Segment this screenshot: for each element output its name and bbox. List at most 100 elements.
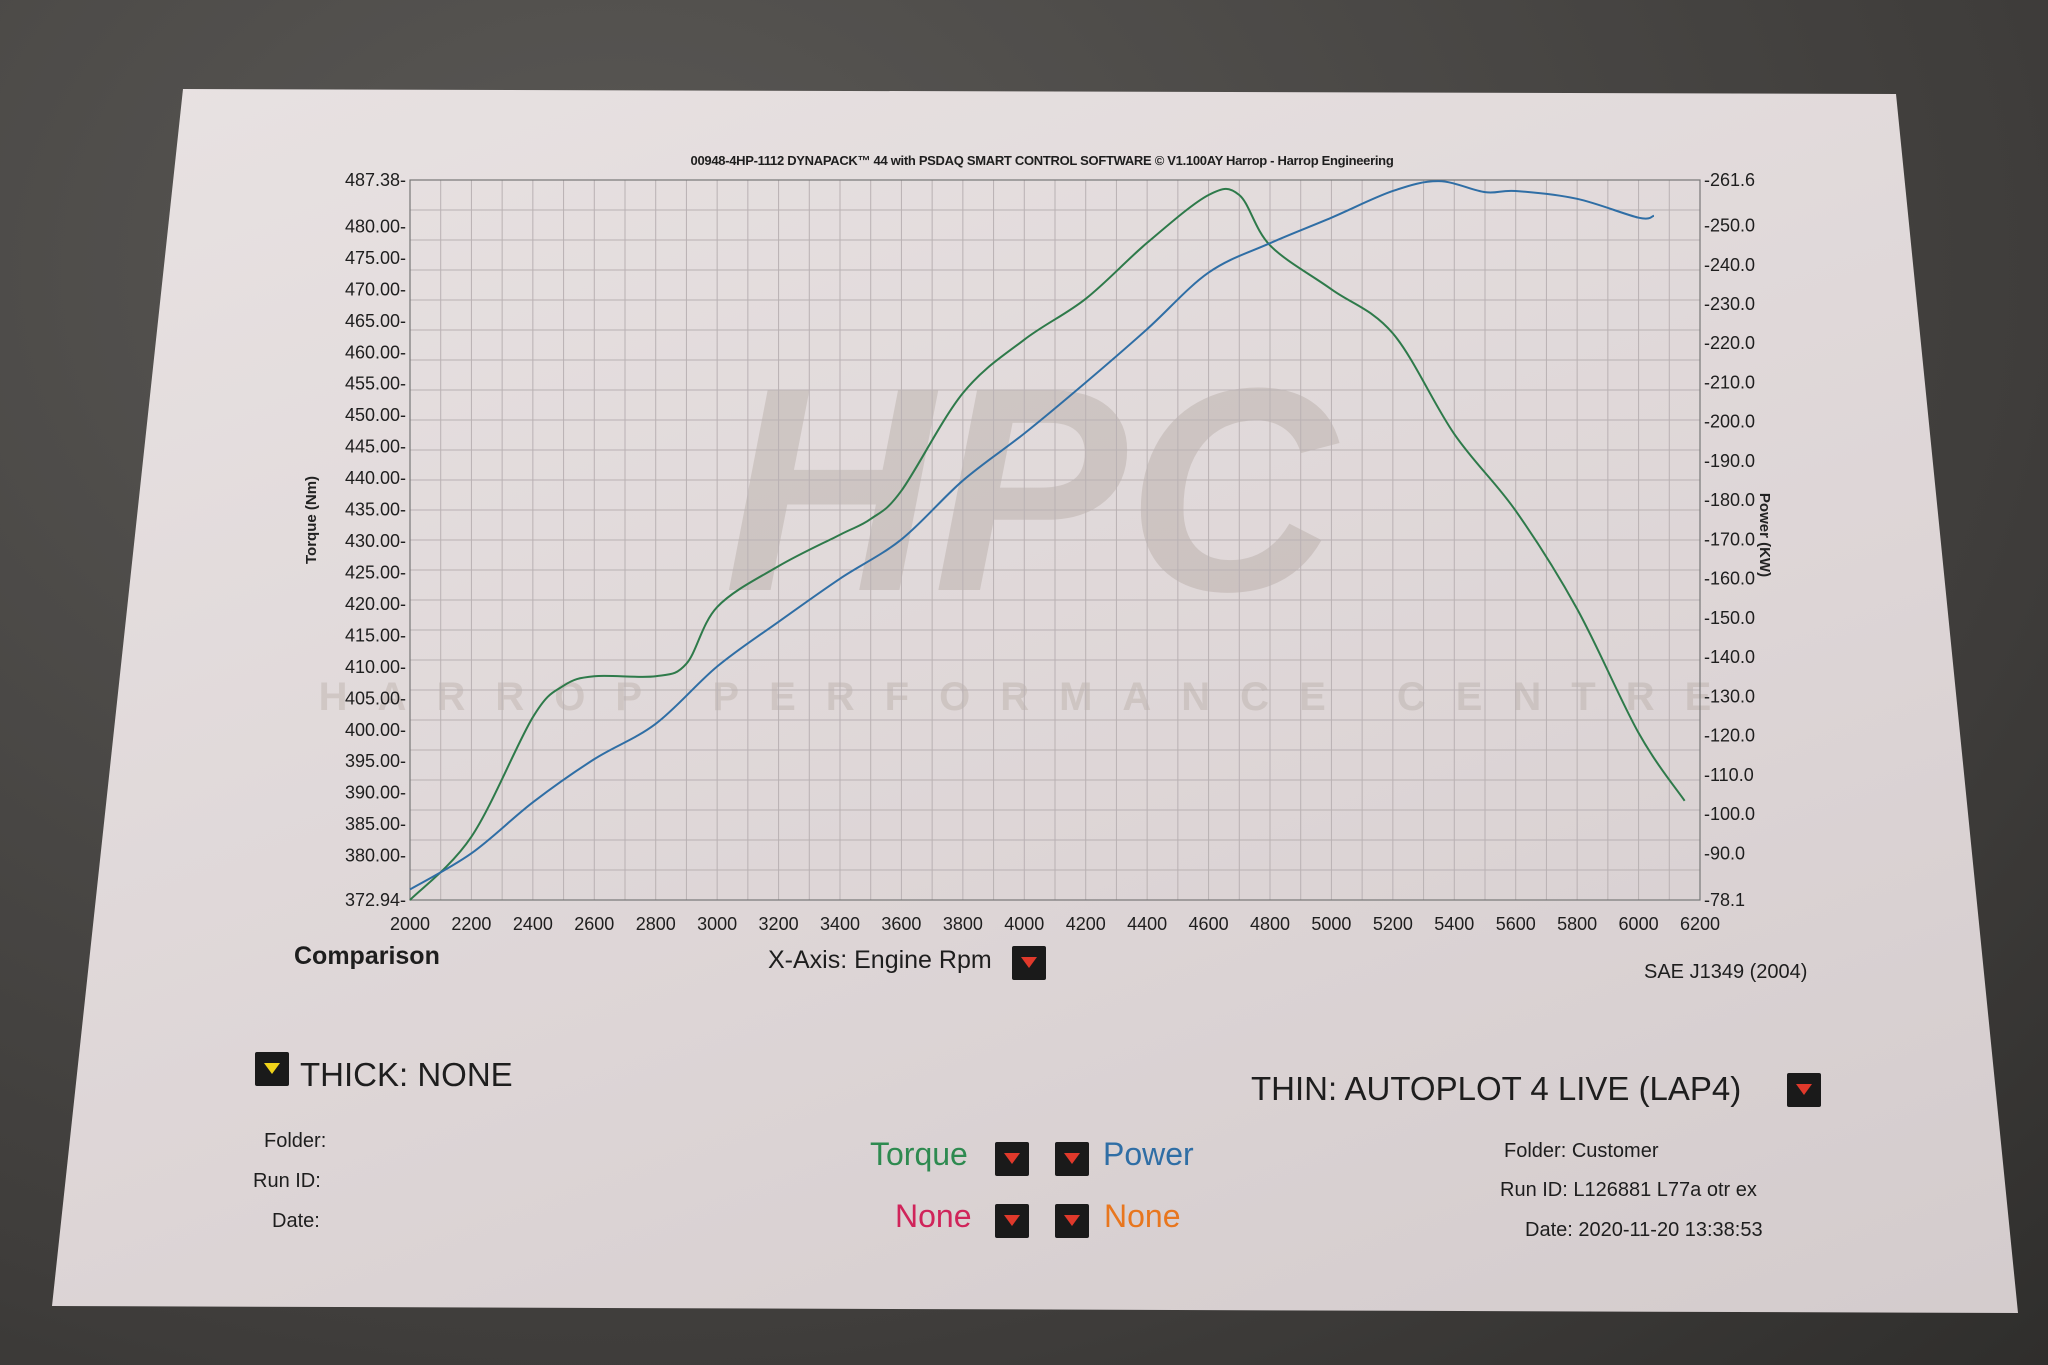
y-tick-label: 450.00- [345,405,406,425]
thick-run-label: THICK: NONE [300,1056,513,1093]
legend-none-2: None [1104,1198,1181,1234]
x-tick-label: 2600 [574,914,614,934]
y-tick-label: 480.00- [345,216,406,236]
y-tick-label: 380.00- [345,846,406,866]
y2-tick-label: -240.0 [1704,255,1755,275]
y-tick-label: 390.00- [345,783,406,803]
thin-folder-value: Customer [1571,1140,1659,1162]
legend-power: Power [1103,1136,1194,1172]
y-tick-label: 435.00- [345,500,406,520]
y2-tick-label: -90.0 [1704,843,1745,863]
x-tick-label: 4400 [1127,914,1167,934]
x-tick-label: 5400 [1434,914,1474,934]
y-tick-label: 425.00- [345,562,406,582]
y-tick-label: 415.00- [345,625,406,645]
x-tick-label: 3400 [820,914,860,934]
y-tick-label: 460.00- [345,342,406,362]
y2-tick-label: -150.0 [1704,608,1755,628]
thin-date-value: 2020-11-20 13:38:53 [1578,1219,1763,1241]
x-axis-label: X-Axis: Engine Rpm [768,946,992,974]
thick-date-label: Date: [272,1210,320,1232]
y2-axis-label: Power (KW) [1756,493,1773,577]
watermark-text: HARROP PERFORMANCE CENTRE [319,675,1742,719]
x-tick-label: 6000 [1619,914,1659,934]
plot-frame [409,179,1701,901]
y-tick-label: 385.00- [345,814,406,834]
thin-run-label: THIN: AUTOPLOT 4 LIVE (LAP4) [1251,1070,1742,1107]
none-1-dropdown-icon[interactable] [995,1204,1029,1238]
thin-dropdown-icon[interactable] [1787,1073,1821,1107]
y-tick-label: 465.00- [345,311,406,331]
y2-tick-label: -200.0 [1704,412,1755,432]
x-tick-label: 3200 [759,914,799,934]
comparison-label: Comparison [294,942,440,970]
torque-dropdown-icon[interactable] [995,1142,1029,1176]
x-tick-label: 5000 [1311,914,1351,934]
y-tick-label: 410.00- [345,657,406,677]
thin-run-id-value: L126881 L77a otr ex [1573,1179,1757,1201]
thin-run-id: Run ID: L126881 L77a otr ex [1500,1179,1757,1202]
chart-title: 00948-4HP-1112 DYNAPACK™ 44 with PSDAQ S… [690,153,1394,168]
thin-run-id-label: Run ID: [1500,1179,1568,1201]
none-2-dropdown-icon[interactable] [1055,1204,1089,1238]
watermark-logo: HPC [724,328,1340,652]
series-line-torque [409,187,1686,901]
x-tick-label: 4200 [1066,914,1106,934]
y2-tick-label: -261.6 [1704,170,1755,190]
x-tick-label: 3000 [697,914,737,934]
y2-tick-label: -130.0 [1704,686,1755,706]
y2-tick-label: -180.0 [1704,490,1755,510]
x-tick-label: 2800 [636,914,676,934]
y-tick-label: 420.00- [345,594,406,614]
legend-none-1: None [895,1198,972,1234]
y-tick-label: 440.00- [345,468,406,488]
x-tick-label: 2400 [513,914,553,934]
x-tick-label: 4600 [1189,914,1229,934]
thick-dropdown-icon[interactable] [255,1052,289,1086]
y-tick-label: 487.38- [345,170,406,190]
thick-folder-label: Folder: [264,1130,327,1152]
y2-tick-label: -230.0 [1704,294,1755,314]
y-tick-label: 400.00- [345,720,406,740]
thin-date-label: Date: [1525,1219,1573,1241]
series-line-power [409,180,1655,891]
y2-tick-label: -110.0 [1704,765,1754,785]
x-tick-label: 5600 [1496,914,1536,934]
x-axis-dropdown-icon[interactable] [1012,946,1046,980]
y-tick-label: 372.94- [345,890,406,910]
thick-run-id-label: Run ID: [253,1170,321,1192]
x-tick-label: 6200 [1680,914,1720,934]
watermark: HPC HARROP PERFORMANCE CENTRE [319,328,1742,719]
y-tick-label: 445.00- [345,437,406,457]
y-axis-label: Torque (Nm) [303,476,320,564]
y2-tick-label: -140.0 [1704,647,1755,667]
y2-tick-label: -250.0 [1704,216,1755,236]
y2-tick-label: -100.0 [1704,804,1755,824]
x-tick-label: 5800 [1557,914,1597,934]
thin-folder-label: Folder: [1504,1140,1567,1162]
y2-tick-label: -78.1 [1704,890,1745,910]
y2-tick-label: -190.0 [1704,451,1755,471]
y-tick-label: 470.00- [345,279,406,299]
y-tick-label: 430.00- [345,531,406,551]
power-dropdown-icon[interactable] [1055,1142,1089,1176]
x-tick-label: 3600 [881,914,921,934]
thin-date: Date: 2020-11-20 13:38:53 [1525,1219,1763,1242]
x-tick-label: 2000 [390,914,430,934]
y2-tick-label: -160.0 [1704,569,1755,589]
y-tick-label: 395.00- [345,751,406,771]
y-tick-label: 475.00- [345,248,406,268]
thin-folder: Folder: Customer [1504,1140,1659,1163]
standard-label: SAE J1349 (2004) [1644,961,1808,983]
x-tick-label: 4800 [1250,914,1290,934]
y-tick-label: 405.00- [345,688,406,708]
y-tick-label: 455.00- [345,374,406,394]
y2-tick-label: -120.0 [1704,726,1755,746]
y2-tick-label: -220.0 [1704,333,1755,353]
x-tick-label: 3800 [943,914,983,934]
y2-tick-label: -170.0 [1704,529,1755,549]
legend-torque: Torque [870,1136,968,1172]
x-tick-label: 2200 [451,914,491,934]
